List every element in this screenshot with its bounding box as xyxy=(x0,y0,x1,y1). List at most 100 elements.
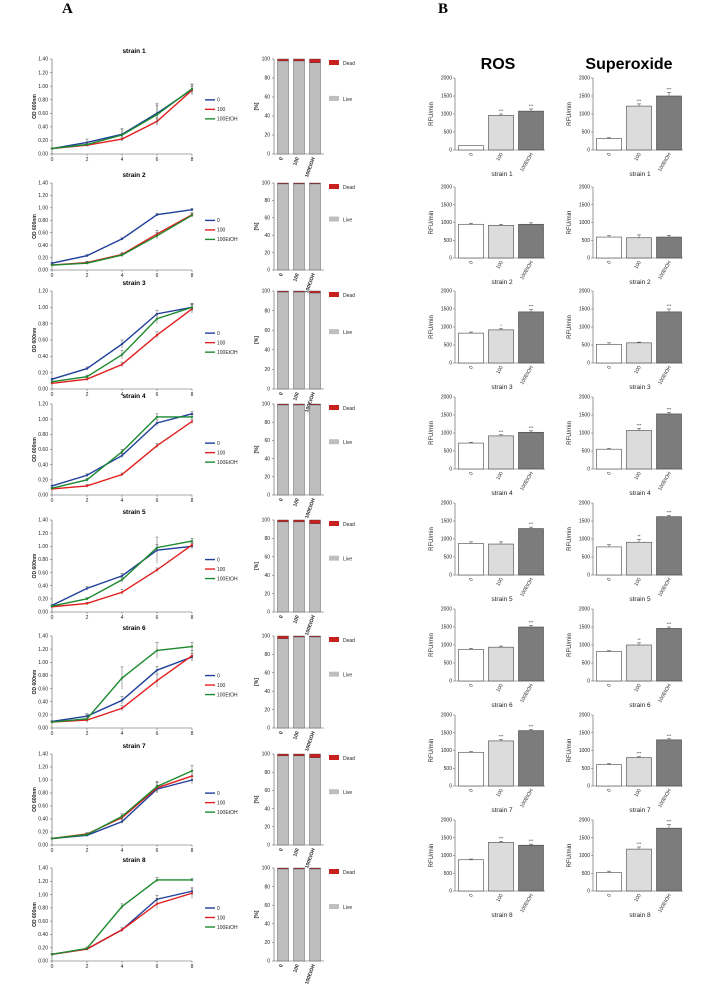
data-point xyxy=(50,378,54,381)
x-tick-label: 8 xyxy=(191,964,194,970)
category-label: 100 xyxy=(495,260,504,270)
data-point xyxy=(50,837,54,840)
data-point xyxy=(190,415,194,418)
data-point xyxy=(120,454,124,457)
legend-swatch-live xyxy=(329,789,339,795)
legend-label: 100 xyxy=(217,340,226,346)
y-axis-label: RFU/min xyxy=(429,421,435,445)
y-tick-label: 0.80 xyxy=(38,791,48,797)
y-tick-label: 0 xyxy=(267,959,270,965)
bar xyxy=(458,332,484,364)
bar xyxy=(458,649,484,682)
data-point xyxy=(120,133,124,137)
y-tick-label: 0 xyxy=(267,843,270,849)
y-tick-label: 1.20 xyxy=(38,765,48,771)
live-segment xyxy=(293,636,305,729)
category-label: 0 xyxy=(468,260,475,266)
legend-swatch-live xyxy=(329,95,339,101)
bar xyxy=(656,413,682,470)
significance-marker: *** xyxy=(529,425,534,430)
chart-title: strain 7 xyxy=(122,743,146,750)
y-tick-label: 2000 xyxy=(441,818,452,824)
dead-segment xyxy=(309,58,321,63)
data-point xyxy=(155,785,159,788)
y-tick-label: 40 xyxy=(264,348,270,354)
y-tick-label: 0 xyxy=(587,573,590,579)
category-label: 100 xyxy=(495,893,504,903)
x-tick-label: 8 xyxy=(191,731,194,737)
charts-layer: strain 1 0.00 0.20 0.40 0.60 0.80 1.00 1.20 1.40… xyxy=(32,48,683,984)
significance-marker: *** xyxy=(499,429,504,434)
data-point xyxy=(120,820,124,823)
y-tick-label: 1000 xyxy=(441,112,452,118)
data-point xyxy=(155,546,159,549)
y-tick-label: 80 xyxy=(264,536,270,542)
data-point xyxy=(85,597,89,600)
legend-label: 0 xyxy=(217,673,220,679)
y-axis-label: [%] xyxy=(254,910,260,918)
y-tick-label: 0.80 xyxy=(38,97,48,103)
bar xyxy=(656,236,682,259)
y-tick-label: 2000 xyxy=(579,713,590,719)
y-tick-label: 0 xyxy=(449,573,452,579)
y-tick-label: 1.40 xyxy=(38,634,48,640)
y-tick-label: 1.00 xyxy=(38,778,48,784)
live-segment xyxy=(277,638,289,729)
category-label: 0 xyxy=(278,963,285,968)
y-tick-label: 60 xyxy=(264,903,270,909)
y-tick-label: 100 xyxy=(262,866,271,872)
y-tick-label: 0 xyxy=(267,726,270,732)
legend-swatch-live xyxy=(329,329,339,335)
live-segment xyxy=(293,183,305,271)
category-label: 100 xyxy=(633,788,642,798)
category-label: 0 xyxy=(468,893,475,899)
y-tick-label: 0 xyxy=(449,256,452,262)
y-tick-label: 500 xyxy=(444,661,453,667)
bar xyxy=(458,145,484,151)
y-tick-label: 1500 xyxy=(441,202,452,208)
legend-label: 100 xyxy=(217,683,226,689)
dead-segment xyxy=(293,635,305,638)
chart-title: strain 8 xyxy=(122,857,146,864)
y-tick-label: 0 xyxy=(587,889,590,895)
y-tick-label: 1000 xyxy=(579,643,590,649)
legend-label-dead: Dead xyxy=(343,870,355,876)
data-point xyxy=(190,306,194,309)
chart-title: strain 6 xyxy=(122,625,146,632)
y-tick-label: 500 xyxy=(582,661,591,667)
y-tick-label: 20 xyxy=(264,940,270,946)
y-tick-label: 1.20 xyxy=(38,647,48,653)
legend-swatch-live xyxy=(329,904,339,910)
y-tick-label: 2000 xyxy=(441,395,452,401)
y-tick-label: 500 xyxy=(582,130,591,136)
y-tick-label: 1500 xyxy=(441,94,452,100)
bar xyxy=(656,739,682,787)
bar xyxy=(656,311,682,364)
y-tick-label: 2000 xyxy=(579,607,590,613)
y-tick-label: 2000 xyxy=(441,501,452,507)
y-tick-label: 2000 xyxy=(441,185,452,191)
dead-segment xyxy=(277,182,289,185)
bar xyxy=(596,236,622,259)
y-tick-label: 1.00 xyxy=(38,305,48,311)
data-point xyxy=(120,815,124,818)
x-tick-label: 6 xyxy=(156,392,159,398)
bar xyxy=(656,827,682,892)
y-tick-label: 1000 xyxy=(579,431,590,437)
dead-segment xyxy=(309,635,321,638)
bar-chart: 0 500 1000 1500 2000 RFU/min 0 *** 100 *** 100EtOH… xyxy=(429,76,545,178)
category-label: 0 xyxy=(606,577,613,583)
category-label: 100 xyxy=(633,365,642,375)
y-tick-label: 1500 xyxy=(579,730,590,736)
bar xyxy=(518,110,544,151)
y-axis-label: RFU/min xyxy=(567,844,573,868)
y-axis-label: [%] xyxy=(254,678,260,686)
y-tick-label: 500 xyxy=(582,766,591,772)
data-point xyxy=(50,263,54,267)
data-point xyxy=(120,707,124,710)
live-segment xyxy=(293,404,305,496)
live-segment xyxy=(309,757,321,846)
y-tick-label: 1500 xyxy=(579,413,590,419)
y-tick-label: 1500 xyxy=(579,519,590,525)
